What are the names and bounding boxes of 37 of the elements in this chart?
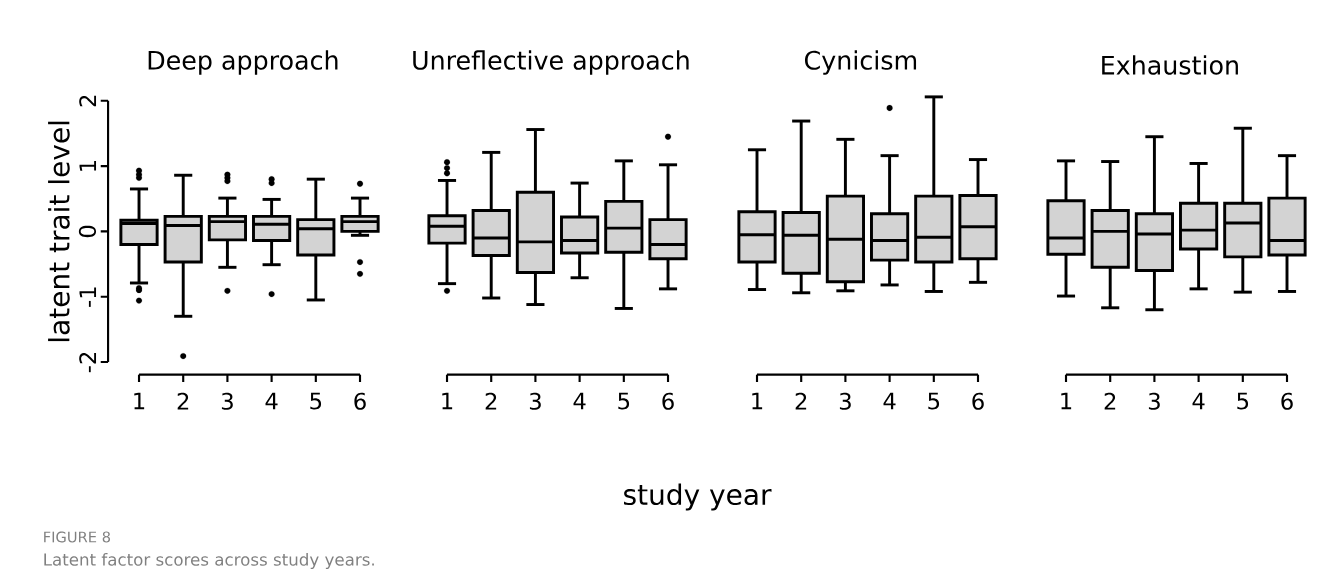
x-tick-label: 1 bbox=[1061, 392, 1072, 410]
x-tick-label: 3 bbox=[839, 392, 851, 410]
x-tick-label: 6 bbox=[354, 392, 366, 410]
x-tick-label: 6 bbox=[972, 392, 984, 410]
x-tick-label: 2 bbox=[485, 392, 497, 410]
x-tick-label: 5 bbox=[618, 392, 630, 410]
x-tick-label: 4 bbox=[1192, 392, 1205, 410]
text: Latent factor scores across study years. bbox=[44, 552, 374, 570]
chart-title: Deep approach bbox=[148, 50, 338, 75]
chart-title: Cynicism bbox=[804, 50, 917, 75]
x-tick-label: 1 bbox=[442, 392, 453, 410]
x-tick-label: 1 bbox=[752, 392, 763, 410]
y-tick-label: 2 bbox=[79, 95, 97, 107]
x-tick-label: 3 bbox=[529, 392, 541, 410]
y-tick-label: 0 bbox=[78, 225, 97, 238]
y-axis-title: latent trait level bbox=[48, 121, 70, 342]
x-tick-label: 2 bbox=[795, 392, 807, 410]
x-tick-label: 2 bbox=[1104, 392, 1116, 410]
x-tick-label: 5 bbox=[1237, 392, 1249, 410]
chart-title: Unreflective approach bbox=[413, 50, 689, 75]
y-tick-label: -1 bbox=[79, 287, 97, 307]
x-tick-label: 4 bbox=[883, 392, 896, 410]
x-tick-label: 4 bbox=[573, 392, 586, 410]
x-tick-label: 4 bbox=[265, 392, 278, 410]
x-tick-label: 2 bbox=[177, 392, 189, 410]
x-axis-title: study year bbox=[624, 483, 772, 511]
x-tick-label: 3 bbox=[221, 392, 233, 410]
y-tick-label: -2 bbox=[79, 352, 97, 373]
x-tick-label: 6 bbox=[662, 392, 674, 410]
chart-title: Exhaustion bbox=[1102, 55, 1238, 75]
caption: FIGURE 8 bbox=[44, 531, 111, 543]
x-tick-label: 3 bbox=[1148, 392, 1160, 410]
x-tick-label: 5 bbox=[310, 392, 322, 410]
y-tick-label: 1 bbox=[79, 160, 97, 171]
x-tick-label: 1 bbox=[134, 392, 145, 410]
x-tick-label: 5 bbox=[928, 392, 940, 410]
x-tick-label: 6 bbox=[1281, 392, 1293, 410]
